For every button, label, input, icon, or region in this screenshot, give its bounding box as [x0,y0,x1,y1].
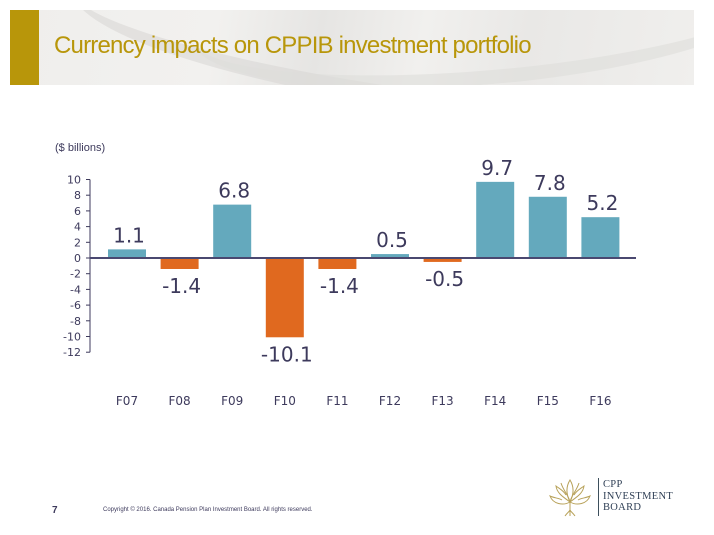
data-label-f10: -10.1 [261,342,313,366]
data-label-f12: 0.5 [376,228,408,252]
data-label-f13: -0.5 [425,267,464,291]
y-tick-label: 4 [74,221,81,234]
y-tick-label: 10 [67,174,81,187]
y-tick-label: 0 [74,252,81,265]
y-tick-label: -12 [63,346,81,359]
x-tick-label: F13 [432,394,454,408]
bar-f13 [423,258,462,262]
bars [108,181,620,338]
y-tick-label: 6 [74,205,81,218]
y-tick-label: -4 [70,283,81,296]
title-banner: Currency impacts on CPPIB investment por… [10,10,694,85]
logo-line: BOARD [603,502,642,513]
data-label-f09: 6.8 [218,179,250,203]
x-tick-label: F10 [274,394,296,408]
bar-f15 [528,196,567,258]
x-tick-label: F11 [326,394,348,408]
data-label-f14: 9.7 [481,156,513,180]
bar-f14 [476,181,515,258]
logo-line: INVESTMENT [603,490,674,502]
x-axis-labels: F07 F08 F09 F10 F11 F12 F13 F14 F15 F16 [116,394,612,408]
logo-line: CPP [603,479,623,490]
y-tick-label: -10 [63,331,81,344]
data-label-f15: 7.8 [534,171,566,195]
bar-f12 [371,254,409,258]
data-label-f11: -1.4 [320,274,359,298]
bar-f11 [318,258,357,269]
bar-f16 [581,217,620,258]
x-tick-label: F12 [379,394,401,408]
x-tick-label: F09 [221,394,243,408]
maple-leaf-petals-icon [549,479,591,517]
bar-f10 [265,258,304,338]
y-tick-label: -2 [70,268,81,281]
x-tick-label: F16 [589,394,611,408]
gold-accent-bar [10,10,39,85]
bar-f07 [108,249,146,258]
cpp-investment-board-logo: CPP INVESTMENT BOARD [545,476,695,521]
y-axis: 10 8 6 4 2 0 -2 -4 -6 -8 -10 -12 [63,174,91,359]
page-number: 7 [52,505,58,516]
y-tick-label: 2 [74,236,81,249]
data-label-f07: 1.1 [113,223,145,247]
x-tick-label: F14 [484,394,506,408]
data-label-f08: -1.4 [162,274,201,298]
y-tick-label: -8 [70,315,81,328]
data-labels: 1.1 -1.4 6.8 -10.1 -1.4 0.5 -0.5 9.7 7.8 5.2 [113,156,618,366]
bar-f09 [213,204,252,258]
data-label-f16: 5.2 [586,191,618,215]
y-tick-label: -6 [70,299,81,312]
units-label: ($ billions) [55,142,106,154]
logo-divider [598,478,599,516]
bar-f08 [160,258,199,269]
x-tick-label: F15 [537,394,559,408]
slide-title: Currency impacts on CPPIB investment por… [54,32,532,59]
x-tick-label: F07 [116,394,138,408]
y-tick-label: 8 [74,189,81,202]
logo-wordmark: CPP INVESTMENT BOARD [603,479,673,514]
copyright-notice: Copyright © 2016. Canada Pension Plan In… [103,507,313,513]
x-tick-label: F08 [169,394,191,408]
